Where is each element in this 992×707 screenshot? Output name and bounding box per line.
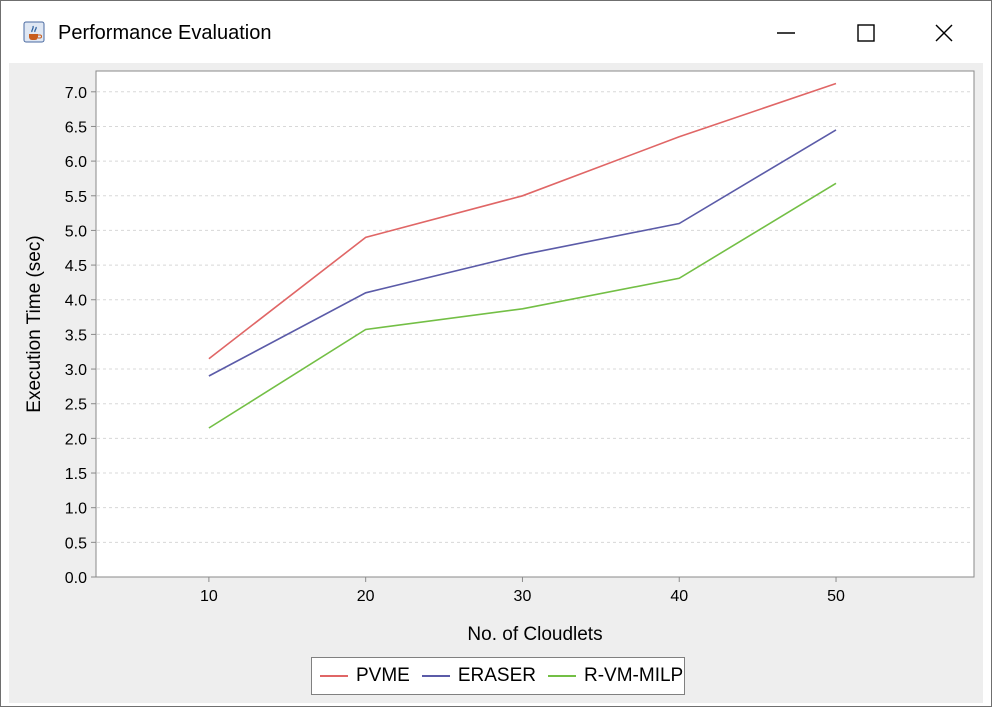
- y-tick-label: 6.0: [65, 154, 87, 171]
- title-bar[interactable]: Performance Evaluation: [1, 1, 991, 63]
- y-tick-label: 1.0: [65, 501, 87, 518]
- y-axis-label: Execution Time (sec): [24, 235, 45, 412]
- java-cup-icon: [23, 21, 45, 43]
- y-tick-label: 3.0: [65, 362, 87, 379]
- minimize-button[interactable]: [751, 13, 821, 53]
- legend-swatch: [320, 675, 348, 677]
- series-line-pvme: [208, 82, 837, 360]
- legend-label: PVME: [356, 665, 410, 686]
- maximize-icon: [856, 23, 876, 43]
- y-tick-label: 2.5: [65, 397, 87, 414]
- legend-swatch: [421, 675, 450, 677]
- legend-label: ERASER: [457, 665, 536, 686]
- legend-item-r-vm-milp: R-VM-MILP: [548, 665, 683, 687]
- y-axis-ticks: 0.0 0.5 1.0 1.5 2.0 2.5 3.0 3.5 4.0 4.5 5.0 5.5 6.0 6…: [65, 85, 96, 587]
- x-tick-label: 30: [514, 588, 532, 605]
- y-tick-label: 0.0: [65, 570, 87, 587]
- legend-label: R-VM-MILP: [584, 665, 684, 686]
- series-lines: [208, 82, 837, 429]
- x-tick-label: 40: [670, 588, 688, 605]
- close-icon: [934, 23, 954, 43]
- legend-item-eraser: ERASER: [421, 665, 536, 687]
- y-tick-label: 5.5: [65, 189, 87, 206]
- legend-swatch: [548, 675, 576, 677]
- y-tick-label: 3.5: [65, 327, 87, 344]
- series-line-r-vm-milp: [208, 182, 837, 429]
- grid-lines: [97, 91, 973, 543]
- y-tick-label: 4.0: [65, 293, 87, 310]
- y-tick-label: 4.5: [65, 258, 87, 275]
- y-tick-label: 5.0: [65, 223, 87, 240]
- line-chart: 0.0 0.5 1.0 1.5 2.0 2.5 3.0 3.5 4.0 4.5 5.0 5.5 6.0 6…: [24, 70, 975, 645]
- y-tick-label: 1.5: [65, 466, 87, 483]
- plot-area: [95, 70, 975, 578]
- chart-panel: 0.0 0.5 1.0 1.5 2.0 2.5 3.0 3.5 4.0 4.5 5.0 5.5 6.0 6…: [9, 63, 983, 703]
- legend: PVME ERASER R-VM-MILP: [311, 657, 685, 695]
- x-axis-ticks: 10 20 30 40 50: [200, 577, 845, 605]
- x-tick-label: 10: [200, 588, 218, 605]
- y-tick-label: 7.0: [65, 85, 87, 102]
- series-line-eraser: [208, 129, 837, 377]
- maximize-button[interactable]: [831, 13, 901, 53]
- minimize-icon: [776, 23, 796, 43]
- close-button[interactable]: [909, 13, 979, 53]
- y-tick-label: 6.5: [65, 119, 87, 136]
- y-tick-label: 2.0: [65, 431, 87, 448]
- x-tick-label: 20: [357, 588, 375, 605]
- window-title: Performance Evaluation: [58, 22, 272, 44]
- x-tick-label: 50: [827, 588, 845, 605]
- legend-item-pvme: PVME: [320, 665, 410, 687]
- x-axis-label: No. of Cloudlets: [467, 624, 602, 645]
- y-tick-label: 0.5: [65, 535, 87, 552]
